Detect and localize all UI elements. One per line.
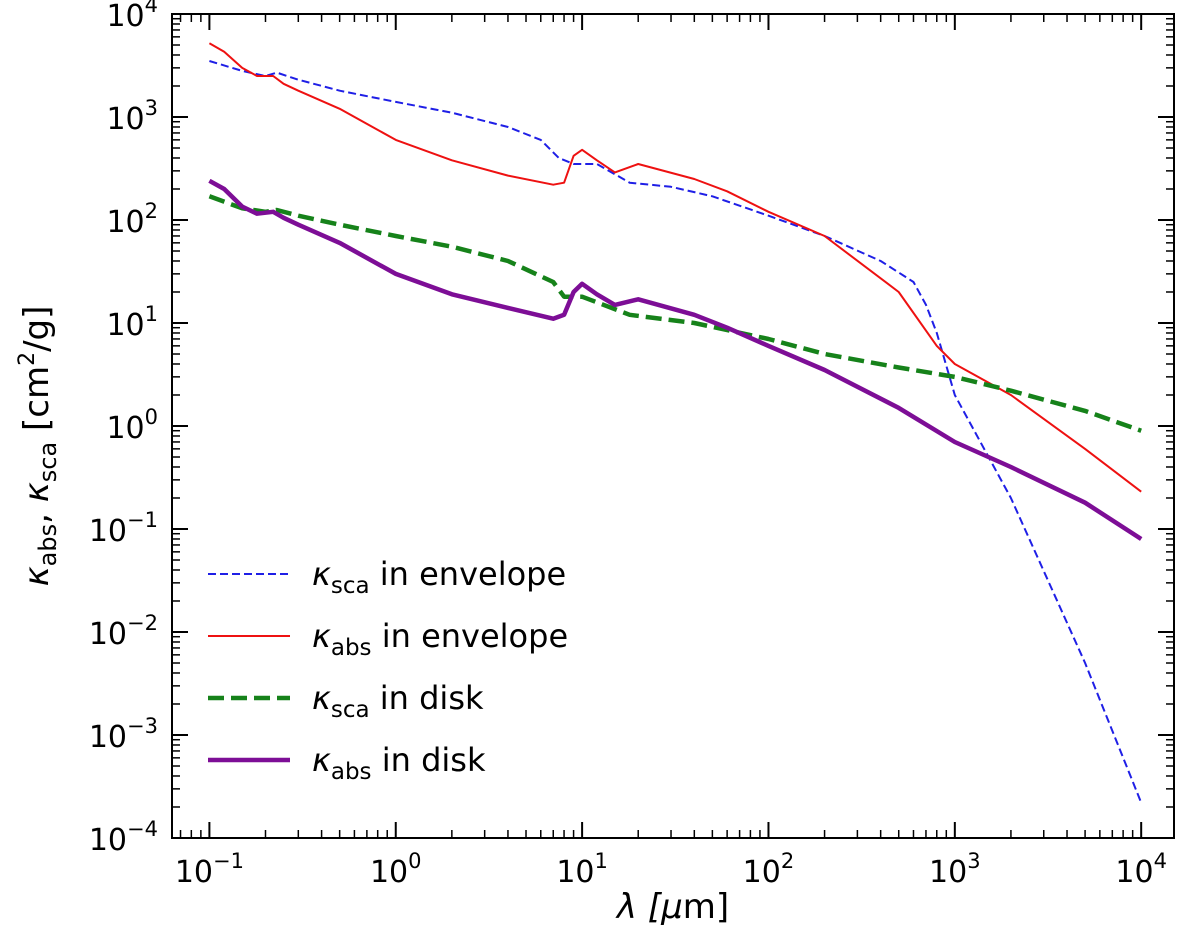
- series-line-ksca-disk: [208, 194, 1142, 433]
- x-tick-label: 10−1: [175, 849, 244, 890]
- y-tick-label: 10−4: [89, 817, 158, 858]
- legend-label: κabs in envelope: [312, 617, 568, 661]
- legend-item-ksca-envelope: κsca in envelope: [208, 555, 566, 599]
- legend-item-kabs-envelope: κabs in envelope: [208, 617, 568, 661]
- series-line-kabs-envelope: [208, 42, 1142, 493]
- ticks-layer: 10−1 100 101 102 103 104 10−4 10−3 10−2 10−1 100 10…: [89, 0, 1174, 890]
- y-tick-label: 103: [106, 96, 158, 137]
- y-tick-label: 104: [106, 0, 158, 34]
- x-tick-label: 103: [929, 849, 981, 890]
- x-tick-label: 101: [556, 849, 608, 890]
- x-tick-label: 102: [743, 849, 795, 890]
- y-axis-label: κabs, κsca [cm2/g]: [15, 306, 62, 587]
- plot-frame: [171, 13, 1175, 839]
- y-tick-label: 102: [106, 199, 158, 240]
- series-line-kabs-disk: [208, 178, 1143, 541]
- series-layer: [208, 42, 1143, 804]
- y-tick-label: 100: [106, 405, 158, 446]
- x-tick-label: 104: [1115, 849, 1167, 890]
- legend-item-ksca-disk: κsca in disk: [208, 679, 484, 723]
- legend-label: κsca in disk: [312, 679, 484, 723]
- x-axis-label: λ [μm]: [615, 887, 729, 927]
- y-tick-label: 10−1: [89, 508, 158, 549]
- legend-label: κabs in disk: [312, 741, 486, 785]
- x-tick-label: 100: [370, 849, 422, 890]
- y-tick-label: 10−2: [89, 611, 158, 652]
- legend: κsca in envelope κabs in envelope κsca in …: [208, 555, 568, 785]
- y-tick-label: 10−3: [89, 714, 158, 755]
- legend-item-kabs-disk: κabs in disk: [208, 741, 486, 785]
- legend-label: κsca in envelope: [312, 555, 566, 599]
- series-line-ksca-envelope: [209, 60, 1143, 804]
- y-tick-label: 101: [106, 302, 158, 343]
